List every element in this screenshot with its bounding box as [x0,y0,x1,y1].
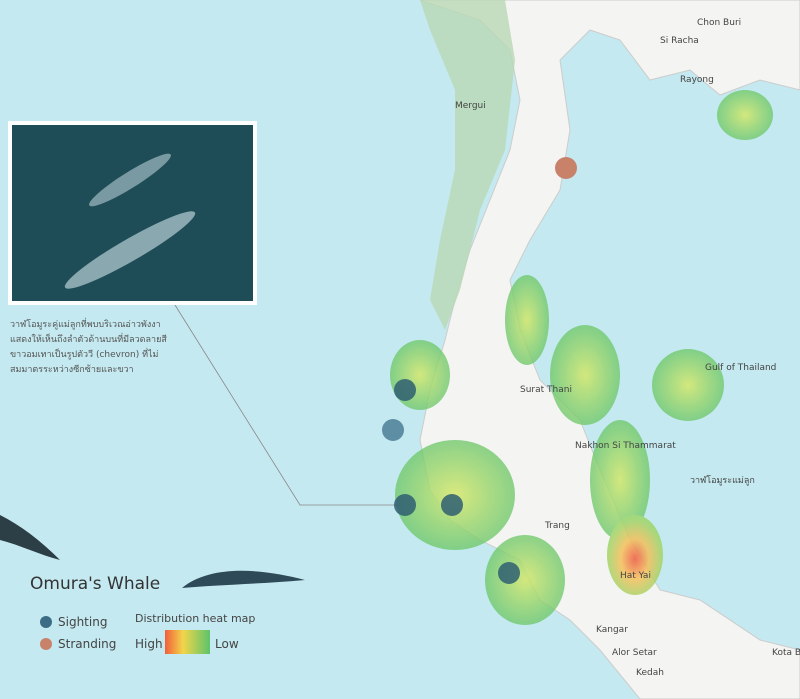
place-label: Nakhon Si Thammarat [575,441,676,451]
place-label: Mergui [455,101,486,111]
legend-swatch [40,638,52,650]
sighting-marker [441,494,463,516]
photo [8,121,257,305]
place-label: Trang [544,521,570,531]
legend-label: Stranding [58,637,116,651]
legend-label: Sighting [58,615,107,629]
forest-strip [420,0,515,330]
place-label: Gulf of Thailand [705,363,776,373]
legend-title: Distribution heat map [135,612,255,625]
place-label: Kangar [596,625,628,635]
heat-zone [717,90,773,140]
sightings [382,379,520,584]
whale-illustration [0,515,60,560]
stranding-marker [555,157,577,179]
map-title: Omura's Whale [30,574,161,594]
whale-illustration [182,570,305,588]
leader-line [174,304,400,506]
legend-label: High [135,637,163,651]
legend: Sighting Stranding Distribution heat map… [40,612,255,654]
legend-gradient [165,630,210,654]
place-label: Chon Buri [697,18,741,28]
heat-zone [590,420,650,540]
photo-caption: วาฬโอมูระคู่แม่ลูกที่พบบริเวณอ่าวพังงา แ… [10,320,167,375]
place-label: Hat Yai [620,571,651,581]
sighting-marker [394,494,416,516]
legend-swatch [40,616,52,628]
place-label: Si Racha [660,36,699,46]
place-label: Kedah [636,668,664,678]
place-label: Rayong [680,75,714,85]
heat-zone [550,325,620,425]
sighting-marker [382,419,404,441]
heat-zone [390,340,450,410]
sighting-marker [394,379,416,401]
place-label: วาฬโอมูระแม่ลูก [690,475,755,486]
place-label: Alor Setar [612,648,657,658]
heat-zone [505,275,549,365]
place-label: Kota Bh [772,648,800,658]
place-label: Surat Thani [520,385,572,395]
sighting-marker [498,562,520,584]
heat-zone [485,535,565,625]
heat-zone [607,515,663,595]
heat-zone [652,349,724,421]
place-labels: Chon Buri Si Racha Rayong Mergui Gulf of… [455,18,800,678]
legend-label: Low [215,637,239,651]
